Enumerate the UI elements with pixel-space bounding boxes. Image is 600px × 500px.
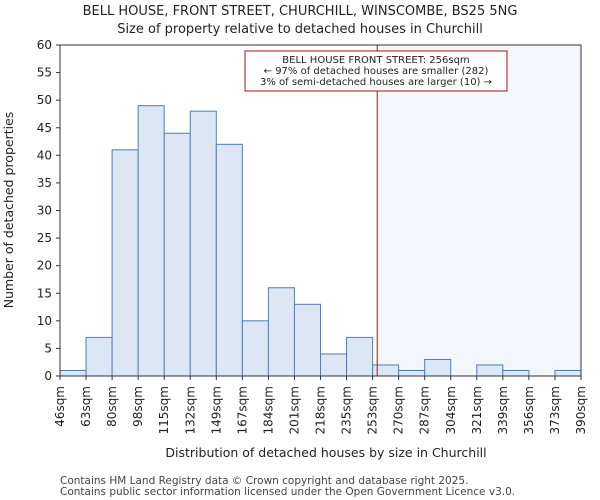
x-tick-label: 115sqm [157, 386, 171, 434]
chart-title-line1: BELL HOUSE, FRONT STREET, CHURCHILL, WIN… [83, 4, 518, 19]
x-tick-label: 149sqm [209, 386, 223, 434]
footer-line1: Contains HM Land Registry data © Crown c… [60, 475, 468, 487]
bar-149sqm [215, 143, 243, 377]
bar-167sqm [241, 320, 269, 377]
annotation-line3: 3% of semi-detached houses are larger (1… [260, 77, 492, 88]
x-tick-label: 167sqm [235, 386, 249, 434]
bar-115sqm [163, 132, 191, 377]
bar-201sqm [293, 303, 322, 377]
bar-98sqm [137, 105, 165, 377]
bar-253sqm [372, 364, 400, 377]
x-tick-label: 339sqm [496, 386, 510, 434]
y-tick-label: 45 [37, 121, 52, 135]
x-tick-label: 321sqm [470, 386, 484, 434]
y-axis-title: Number of detached properties [1, 112, 16, 309]
x-tick-label: 304sqm [444, 386, 458, 434]
x-tick-label: 80sqm [105, 386, 119, 427]
y-tick-label: 25 [37, 231, 52, 245]
x-tick-label: 132sqm [183, 386, 197, 434]
y-tick-label: 40 [37, 148, 52, 162]
x-axis-title: Distribution of detached houses by size … [165, 445, 486, 460]
bar-46sqm [59, 369, 87, 377]
y-tick-label: 50 [37, 93, 52, 107]
x-tick-label: 201sqm [287, 386, 301, 434]
bar-80sqm [111, 149, 139, 377]
x-tick-label: 390sqm [574, 386, 588, 434]
annotation-line1: BELL HOUSE FRONT STREET: 256sqm [282, 55, 469, 66]
x-tick-label: 253sqm [366, 386, 380, 434]
bar-270sqm [398, 369, 426, 377]
bar-287sqm [424, 358, 452, 377]
bar-63sqm [85, 336, 113, 377]
x-tick-label: 184sqm [261, 386, 275, 434]
footer-line2: Contains public sector information licen… [60, 486, 515, 498]
x-tick-label: 46sqm [53, 386, 67, 427]
larger-region-shade [377, 45, 581, 376]
y-tick-label: 5 [44, 341, 52, 355]
annotation-line2: ← 97% of detached houses are smaller (28… [264, 66, 489, 77]
bar-321sqm [476, 364, 504, 377]
x-tick-label: 63sqm [79, 386, 93, 427]
bar-373sqm [554, 369, 582, 377]
bar-235sqm [346, 336, 374, 377]
x-tick-label: 373sqm [548, 386, 562, 434]
y-tick-label: 15 [37, 286, 52, 300]
y-tick-label: 20 [37, 259, 52, 273]
x-tick-label: 356sqm [522, 386, 536, 434]
bar-184sqm [267, 287, 295, 377]
y-tick-label: 30 [37, 204, 52, 218]
y-tick-label: 55 [37, 66, 52, 80]
annotation-box [244, 50, 508, 92]
x-tick-label: 218sqm [314, 386, 328, 434]
bar-218sqm [320, 353, 348, 377]
y-tick-label: 10 [37, 314, 52, 328]
x-tick-label: 98sqm [131, 386, 145, 427]
y-tick-label: 0 [44, 369, 52, 383]
bar-339sqm [502, 369, 530, 377]
bar-132sqm [189, 110, 217, 377]
x-tick-label: 270sqm [392, 386, 406, 434]
x-tick-label: 287sqm [418, 386, 432, 434]
chart-title-line2: Size of property relative to detached ho… [117, 22, 483, 37]
x-tick-label: 235sqm [340, 386, 354, 434]
y-tick-label: 35 [37, 176, 52, 190]
y-tick-label: 60 [37, 38, 52, 52]
